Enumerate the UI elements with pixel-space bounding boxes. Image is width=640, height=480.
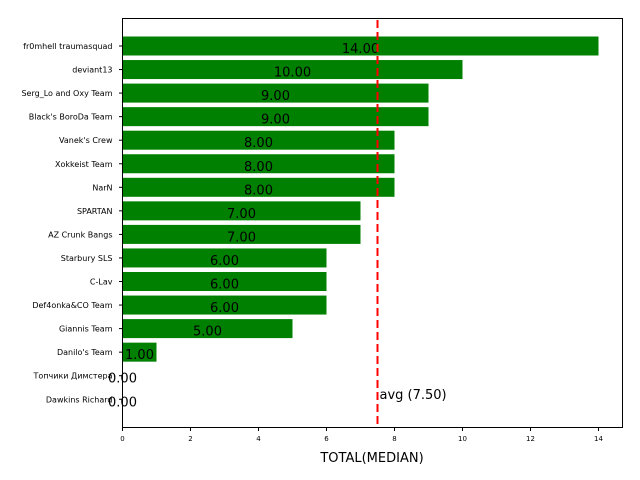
bar	[122, 319, 293, 339]
value-label: 8.00	[244, 136, 273, 151]
value-label: 10.00	[274, 66, 311, 81]
bar	[122, 295, 327, 315]
value-label: 9.00	[261, 89, 290, 104]
bar	[122, 154, 395, 174]
bar	[122, 130, 395, 150]
category-label: SPARTAN	[77, 207, 113, 216]
category-label: Xokkeist Team	[55, 160, 113, 169]
bar	[122, 177, 395, 197]
bar	[122, 83, 429, 103]
bar	[122, 224, 361, 244]
category-label: Black's BoroDa Team	[29, 113, 113, 122]
value-label: 14.00	[342, 42, 379, 57]
value-label: 1.00	[125, 348, 154, 363]
x-axis-ticks: 0 2 4 6 8 10 12 14	[120, 427, 603, 443]
category-label: Danilo's Team	[57, 348, 113, 357]
bar	[122, 36, 599, 56]
x-tick-label: 12	[526, 435, 535, 443]
value-label: 8.00	[244, 183, 273, 198]
value-label: 6.00	[210, 254, 239, 269]
x-tick-label: 14	[594, 435, 603, 443]
plot-frame	[122, 18, 623, 428]
category-label: C-Lav	[90, 278, 113, 287]
y-axis-labels: fr0mhell traumasquad deviant13 Serg_Lo and…	[21, 42, 123, 404]
value-label: 5.00	[193, 325, 222, 340]
bar	[122, 342, 157, 362]
category-label: Serg_Lo and Oxy Team	[21, 89, 112, 98]
x-tick-label: 6	[324, 435, 329, 443]
x-tick-label: 0	[120, 435, 124, 443]
x-tick-label: 4	[256, 435, 261, 443]
x-tick-label: 8	[392, 435, 396, 443]
bar	[122, 248, 327, 268]
category-label: NarN	[92, 183, 112, 192]
x-axis-title: TOTAL(MEDIAN)	[319, 451, 423, 466]
value-label: 6.00	[210, 278, 239, 293]
category-label: Def4onka&CO Team	[32, 301, 112, 310]
category-label: Giannis Team	[59, 325, 113, 334]
average-label: avg (7.50)	[380, 388, 447, 403]
category-label: Starbury SLS	[61, 254, 113, 263]
x-tick-label: 2	[188, 435, 192, 443]
x-tick-label: 10	[458, 435, 467, 443]
category-label: fr0mhell traumasquad	[23, 42, 112, 51]
category-label: Dawkins Richard	[46, 395, 113, 404]
value-label: 9.00	[261, 113, 290, 128]
value-label: 6.00	[210, 301, 239, 316]
category-label: Топчики Димстера	[33, 372, 113, 381]
category-label: Vanek's Crew	[59, 136, 113, 145]
category-label: AZ Crunk Bangs	[48, 230, 112, 239]
bar	[122, 272, 327, 291]
bars-group	[122, 36, 599, 362]
value-label: 8.00	[244, 160, 273, 175]
category-label: deviant13	[72, 66, 112, 75]
bar	[122, 201, 361, 221]
bar	[122, 107, 429, 127]
value-label: 7.00	[227, 207, 256, 222]
value-label: 7.00	[227, 230, 256, 245]
